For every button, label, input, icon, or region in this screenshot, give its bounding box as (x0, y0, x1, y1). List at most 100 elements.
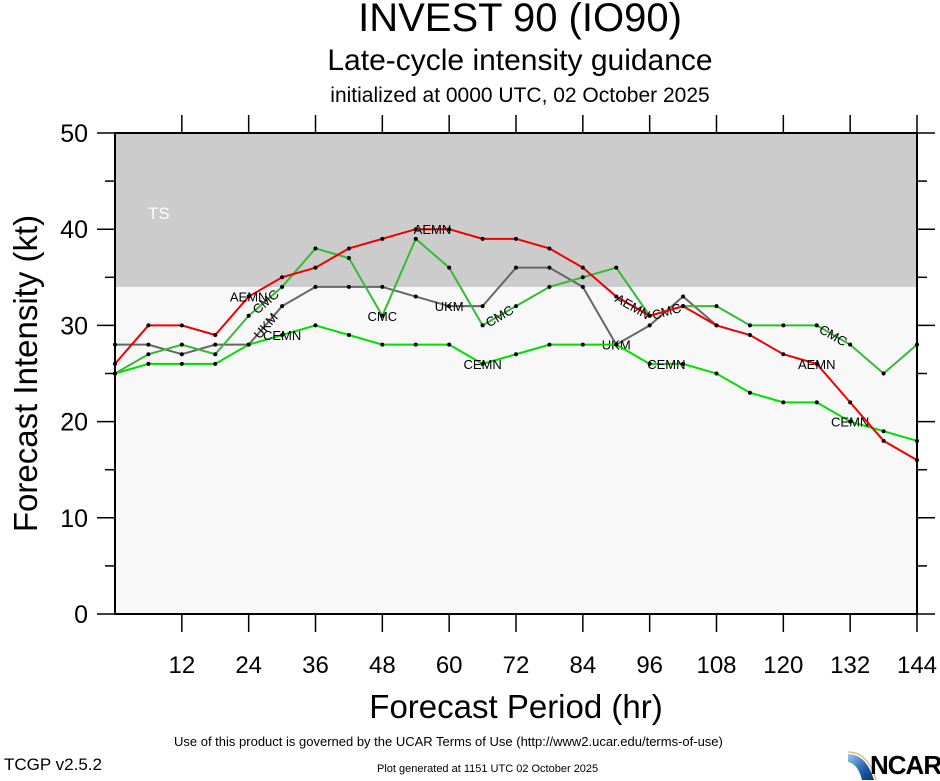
data-point (881, 371, 886, 376)
x-tick-label: 132 (830, 652, 870, 679)
data-point (313, 323, 318, 328)
series-label-cmc: CMC (368, 309, 398, 324)
data-point (213, 342, 218, 347)
data-point (781, 323, 786, 328)
data-point (447, 227, 452, 232)
data-point (413, 294, 418, 299)
data-point (246, 294, 251, 299)
data-point (580, 284, 585, 289)
data-point (848, 400, 853, 405)
data-point (146, 342, 151, 347)
data-point (814, 361, 819, 366)
series-label-aemn: AEMN (414, 222, 452, 237)
data-point (547, 265, 552, 270)
y-tick-label: 0 (74, 601, 88, 629)
terms-of-use: Use of this product is governed by the U… (174, 734, 723, 749)
data-point (246, 313, 251, 318)
data-point (313, 265, 318, 270)
data-point (781, 352, 786, 357)
data-point (313, 246, 318, 251)
data-point (280, 284, 285, 289)
data-point (814, 323, 819, 328)
y-tick-label: 20 (60, 409, 88, 437)
ncar-logo: NCAR (848, 746, 940, 780)
data-point (881, 438, 886, 443)
data-point (380, 284, 385, 289)
data-point (447, 342, 452, 347)
series-label-cemn: CEMN (463, 357, 501, 372)
data-point (614, 342, 619, 347)
data-point (747, 390, 752, 395)
init-time: initialized at 0000 UTC, 02 October 2025 (330, 84, 710, 107)
data-point (213, 361, 218, 366)
data-point (280, 304, 285, 309)
band-label: TS (148, 204, 170, 223)
series-label-aemn: AEMN (230, 290, 268, 305)
data-point (346, 246, 351, 251)
data-point (413, 227, 418, 232)
data-point (681, 361, 686, 366)
x-tick-label: 84 (569, 652, 596, 679)
generated-time: Plot generated at 1151 UTC 02 October 20… (377, 763, 599, 775)
y-tick-label: 50 (60, 120, 88, 148)
data-point (848, 342, 853, 347)
data-point (179, 352, 184, 357)
data-point (480, 236, 485, 241)
x-tick-label: 24 (235, 652, 262, 679)
data-point (146, 361, 151, 366)
y-tick-label: 30 (60, 312, 88, 340)
x-tick-label: 120 (763, 652, 803, 679)
x-tick-label: 96 (636, 652, 663, 679)
version-label: TCGP v2.5.2 (4, 755, 102, 774)
series-cemn: CEMN CEMN CEMN CEMN (113, 323, 919, 443)
series-label-cemn: CEMN (263, 328, 301, 343)
data-point (747, 323, 752, 328)
data-point (213, 352, 218, 357)
data-point (714, 304, 719, 309)
data-point (714, 371, 719, 376)
data-point (179, 323, 184, 328)
series-label-ukm: UKM (435, 299, 464, 314)
data-point (179, 342, 184, 347)
x-axis-label: Forecast Period (hr) (369, 688, 662, 725)
data-point (213, 333, 218, 338)
chart-title: INVEST 90 (IO90) (358, 0, 682, 40)
data-point (246, 342, 251, 347)
chart-subtitle: Late-cycle intensity guidance (327, 44, 713, 77)
data-point (413, 342, 418, 347)
data-point (547, 342, 552, 347)
data-point (280, 333, 285, 338)
data-point (447, 265, 452, 270)
data-point (747, 333, 752, 338)
data-point (547, 284, 552, 289)
data-point (380, 342, 385, 347)
x-tick-label: 144 (897, 652, 937, 679)
intensity-band-ts (115, 133, 917, 287)
data-point (447, 304, 452, 309)
x-tick-label: 12 (168, 652, 195, 679)
data-point (547, 246, 552, 251)
data-point (380, 313, 385, 318)
data-point (580, 275, 585, 280)
data-point (614, 294, 619, 299)
y-tick-label: 10 (60, 505, 88, 533)
data-point (647, 323, 652, 328)
data-point (346, 284, 351, 289)
series-label-aemn: AEMN (798, 357, 836, 372)
y-tick-label: 40 (60, 216, 88, 244)
data-point (681, 294, 686, 299)
series-label-cemn: CEMN (647, 357, 685, 372)
data-point (514, 236, 518, 241)
data-point (380, 236, 385, 241)
data-point (346, 256, 351, 261)
series-label-cemn: CEMN (831, 415, 869, 430)
data-point (614, 265, 619, 270)
x-tick-label: 108 (696, 652, 736, 679)
ncar-swoosh-icon (848, 751, 877, 780)
data-point (580, 265, 585, 270)
data-point (480, 323, 485, 328)
data-point (881, 429, 886, 434)
data-point (146, 323, 151, 328)
data-point (681, 304, 686, 309)
